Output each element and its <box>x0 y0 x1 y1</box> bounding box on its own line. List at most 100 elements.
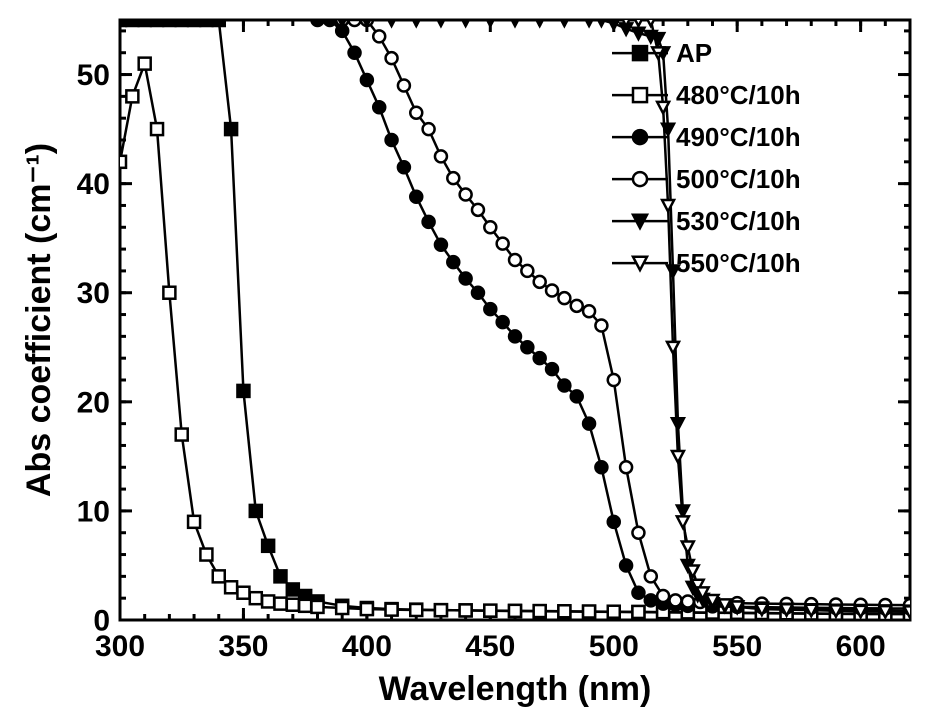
data-marker <box>571 300 583 312</box>
data-marker <box>312 601 324 613</box>
data-marker <box>274 598 286 610</box>
svg-text:40: 40 <box>77 168 110 201</box>
data-marker <box>682 595 694 607</box>
svg-text:550: 550 <box>712 630 762 663</box>
svg-text:30: 30 <box>77 277 110 310</box>
svg-text:0: 0 <box>93 605 110 638</box>
data-marker <box>139 58 151 70</box>
data-marker <box>484 605 496 617</box>
data-marker <box>608 606 620 618</box>
data-marker <box>423 123 435 135</box>
legend-label-AP: AP <box>676 38 712 68</box>
svg-text:450: 450 <box>465 630 515 663</box>
data-marker <box>200 549 212 561</box>
data-marker <box>460 273 472 285</box>
data-marker <box>250 592 262 604</box>
svg-text:400: 400 <box>342 630 392 663</box>
svg-text:600: 600 <box>836 630 886 663</box>
legend-label-t500: 500°C/10h <box>676 164 801 194</box>
data-marker <box>410 191 422 203</box>
data-marker <box>126 90 138 102</box>
data-marker <box>509 330 521 342</box>
data-marker <box>484 303 496 315</box>
data-marker <box>534 276 546 288</box>
data-marker <box>225 581 237 593</box>
chart-svg: 30035040045050055060001020304050Waveleng… <box>0 0 934 710</box>
data-marker <box>558 292 570 304</box>
data-marker <box>509 254 521 266</box>
data-marker <box>176 429 188 441</box>
data-marker <box>188 516 200 528</box>
data-marker <box>632 587 644 599</box>
data-marker <box>225 123 237 135</box>
data-marker <box>287 583 299 595</box>
data-marker <box>472 204 484 216</box>
data-marker <box>274 570 286 582</box>
data-marker <box>410 604 422 616</box>
data-marker <box>595 461 607 473</box>
data-marker <box>373 30 385 42</box>
data-marker <box>521 265 533 277</box>
data-marker <box>237 587 249 599</box>
data-marker <box>287 599 299 611</box>
data-marker <box>447 172 459 184</box>
data-marker <box>645 594 657 606</box>
data-marker <box>460 189 472 201</box>
data-marker <box>608 374 620 386</box>
data-marker <box>583 605 595 617</box>
data-marker <box>361 603 373 615</box>
legend-label-t480: 480°C/10h <box>676 80 801 110</box>
svg-text:20: 20 <box>77 386 110 419</box>
data-marker <box>558 379 570 391</box>
data-marker <box>583 418 595 430</box>
data-marker <box>250 505 262 517</box>
svg-text:500: 500 <box>589 630 639 663</box>
data-marker <box>595 319 607 331</box>
data-marker <box>620 461 632 473</box>
data-marker <box>151 123 163 135</box>
data-marker <box>349 47 361 59</box>
data-marker <box>398 79 410 91</box>
data-marker <box>669 594 681 606</box>
data-marker <box>435 150 447 162</box>
data-marker <box>632 527 644 539</box>
data-marker <box>435 239 447 251</box>
data-marker <box>336 602 348 614</box>
data-marker <box>213 570 225 582</box>
data-marker <box>620 559 632 571</box>
data-marker <box>571 390 583 402</box>
y-axis-label: Abs coefficient (cm⁻¹) <box>20 143 58 497</box>
data-marker <box>386 52 398 64</box>
data-marker <box>484 221 496 233</box>
svg-text:10: 10 <box>77 495 110 528</box>
legend-label-t550: 550°C/10h <box>676 248 801 278</box>
data-marker <box>472 287 484 299</box>
data-marker <box>460 604 472 616</box>
data-marker <box>386 604 398 616</box>
data-marker <box>546 285 558 297</box>
data-marker <box>299 600 311 612</box>
svg-text:350: 350 <box>218 630 268 663</box>
data-marker <box>262 595 274 607</box>
svg-text:50: 50 <box>77 59 110 92</box>
data-marker <box>386 134 398 146</box>
data-marker <box>423 216 435 228</box>
data-marker <box>237 385 249 397</box>
data-marker <box>361 74 373 86</box>
data-marker <box>657 590 669 602</box>
data-marker <box>521 341 533 353</box>
data-marker <box>583 305 595 317</box>
data-marker <box>497 238 509 250</box>
data-marker <box>398 161 410 173</box>
data-marker <box>608 516 620 528</box>
data-marker <box>558 605 570 617</box>
x-axis-label: Wavelength (nm) <box>379 670 652 708</box>
data-marker <box>534 605 546 617</box>
data-marker <box>509 605 521 617</box>
legend-label-t530: 530°C/10h <box>676 206 801 236</box>
data-marker <box>645 570 657 582</box>
data-marker <box>435 604 447 616</box>
data-marker <box>534 352 546 364</box>
legend-label-t490: 490°C/10h <box>676 122 801 152</box>
data-marker <box>373 101 385 113</box>
